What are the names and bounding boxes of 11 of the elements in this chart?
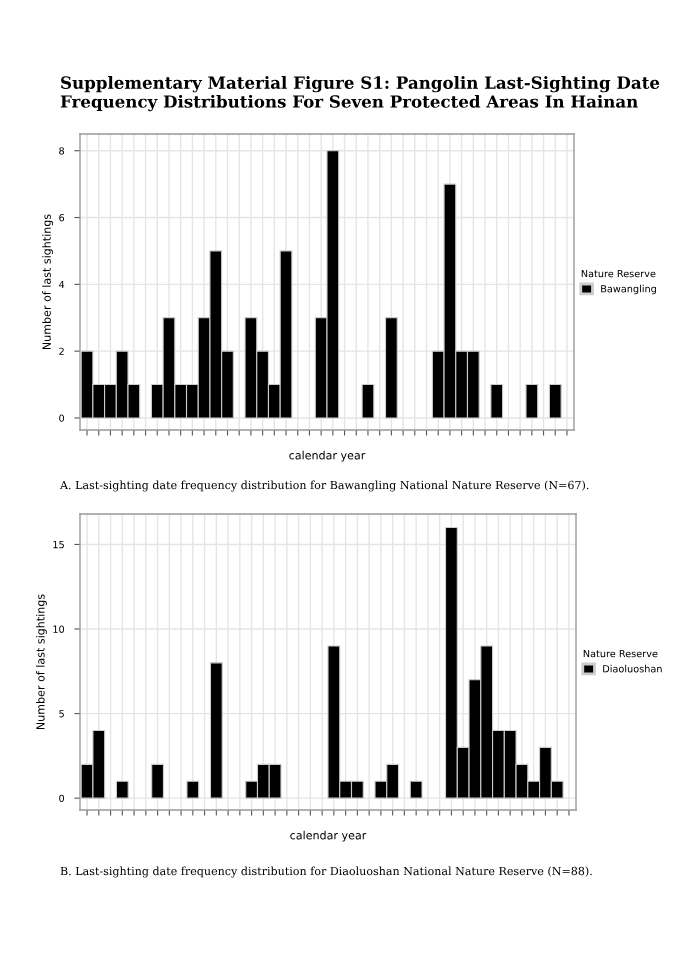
bar: [186, 780, 200, 799]
bar: [361, 384, 375, 419]
bar: [384, 317, 398, 419]
bar: [525, 384, 539, 419]
bar: [115, 780, 129, 799]
chart-title: Supplementary Material Figure S1: Pangolin Last-Sighting Date Frequency Distributions For Seven Protected Areas In Hainan: [60, 76, 660, 112]
bar: [151, 763, 165, 799]
bar: [490, 384, 504, 419]
bar: [548, 384, 562, 419]
bar: [209, 662, 223, 799]
bar: [409, 780, 423, 799]
